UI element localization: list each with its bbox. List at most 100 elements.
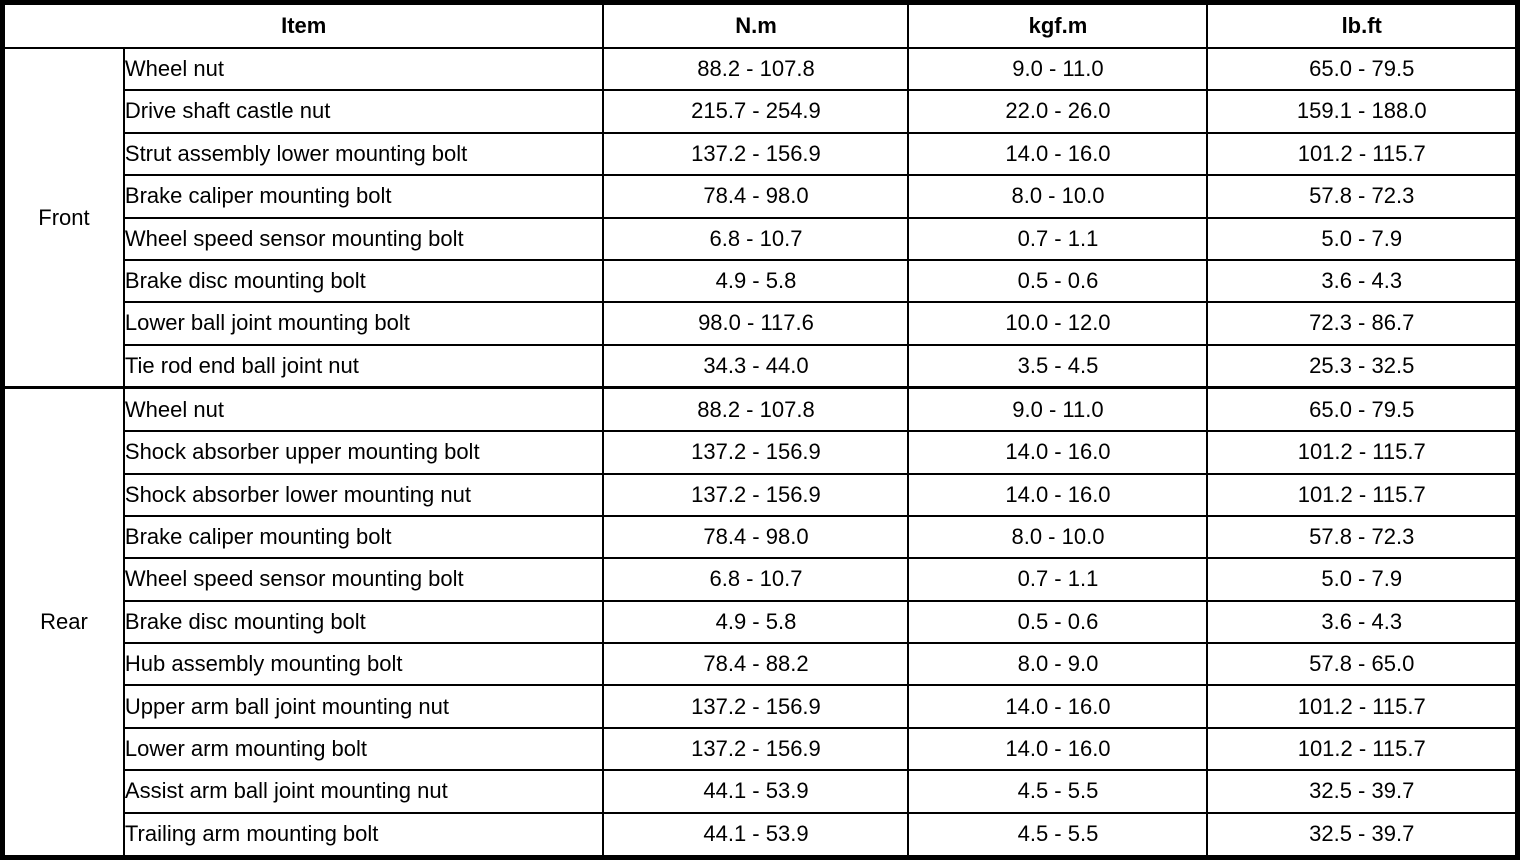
lbft-cell: 57.8 - 72.3 — [1206, 514, 1519, 560]
header-item: Item — [1, 1, 605, 49]
lbft-cell: 25.3 - 32.5 — [1206, 343, 1519, 389]
table-row: Shock absorber upper mounting bolt 137.2 … — [3, 430, 1519, 475]
nm-cell: 88.2 - 107.8 — [602, 386, 910, 433]
lbft-cell: 5.0 - 7.9 — [1206, 557, 1519, 602]
header-lbft: lb.ft — [1206, 1, 1519, 49]
kgfm-cell: 0.7 - 1.1 — [907, 557, 1209, 602]
header-row: Item N.m kgf.m lb.ft — [1, 1, 1519, 49]
lbft-cell: 32.5 - 39.7 — [1206, 769, 1519, 814]
nm-cell: 44.1 - 53.9 — [602, 769, 910, 814]
lbft-cell: 65.0 - 79.5 — [1206, 386, 1519, 433]
item-cell: Brake caliper mounting bolt — [122, 514, 605, 560]
kgfm-cell: 14.0 - 16.0 — [907, 684, 1209, 729]
nm-cell: 6.8 - 10.7 — [602, 216, 910, 261]
table-row: Drive shaft castle nut 215.7 - 254.9 22.0 … — [3, 89, 1519, 134]
nm-cell: 137.2 - 156.9 — [602, 684, 910, 729]
lbft-cell: 32.5 - 39.7 — [1206, 811, 1519, 859]
kgfm-cell: 3.5 - 4.5 — [907, 343, 1209, 389]
table-row: Shock absorber lower mounting nut 137.2 -… — [3, 472, 1519, 517]
table-row: Front Wheel nut 88.2 - 107.8 9.0 - 11.0 65.0… — [1, 46, 1519, 389]
table-row: Rear Wheel nut 88.2 - 107.8 9.0 - 11.0 65.0 … — [1, 386, 1519, 859]
item-cell: Lower arm mounting bolt — [122, 726, 605, 772]
kgfm-cell: 8.0 - 10.0 — [907, 174, 1209, 219]
nm-cell: 34.3 - 44.0 — [602, 343, 910, 389]
table-row: Brake caliper mounting bolt 78.4 - 98.0 8.… — [3, 514, 1519, 560]
table-row: Lower ball joint mounting bolt 98.0 - 117… — [3, 301, 1519, 346]
item-cell: Tie rod end ball joint nut — [122, 343, 605, 389]
table-row: Trailing arm mounting bolt 44.1 - 53.9 4.5… — [3, 811, 1519, 859]
item-cell: Assist arm ball joint mounting nut — [122, 769, 605, 814]
lbft-cell: 72.3 - 86.7 — [1206, 301, 1519, 346]
kgfm-cell: 4.5 - 5.5 — [907, 811, 1209, 859]
item-cell: Wheel speed sensor mounting bolt — [122, 557, 605, 602]
nm-cell: 215.7 - 254.9 — [602, 89, 910, 134]
lbft-cell: 57.8 - 72.3 — [1206, 174, 1519, 219]
item-cell: Trailing arm mounting bolt — [122, 811, 605, 859]
nm-cell: 137.2 - 156.9 — [602, 472, 910, 517]
nm-cell: 137.2 - 156.9 — [602, 131, 910, 177]
table-row: Strut assembly lower mounting bolt 137.2 … — [3, 131, 1519, 177]
nm-cell: 6.8 - 10.7 — [602, 557, 910, 602]
item-cell: Hub assembly mounting bolt — [122, 642, 605, 687]
lbft-cell: 101.2 - 115.7 — [1206, 430, 1519, 475]
lbft-cell: 5.0 - 7.9 — [1206, 216, 1519, 261]
group-cell: Rear — [1, 386, 125, 859]
header-kgfm: kgf.m — [907, 1, 1209, 49]
kgfm-cell: 0.5 - 0.6 — [907, 258, 1209, 304]
nm-cell: 78.4 - 98.0 — [602, 174, 910, 219]
table-row: Hub assembly mounting bolt 78.4 - 88.2 8.0… — [3, 642, 1519, 687]
table-row: Brake disc mounting bolt 4.9 - 5.8 0.5 - 0… — [3, 258, 1519, 304]
item-cell: Upper arm ball joint mounting nut — [122, 684, 605, 729]
lbft-cell: 101.2 - 115.7 — [1206, 131, 1519, 177]
kgfm-cell: 9.0 - 11.0 — [907, 46, 1209, 92]
item-cell: Brake disc mounting bolt — [122, 599, 605, 645]
kgfm-cell: 8.0 - 9.0 — [907, 642, 1209, 687]
kgfm-cell: 14.0 - 16.0 — [907, 131, 1209, 177]
item-cell: Strut assembly lower mounting bolt — [122, 131, 605, 177]
nm-cell: 4.9 - 5.8 — [602, 258, 910, 304]
item-cell: Brake caliper mounting bolt — [122, 174, 605, 219]
table-row: Assist arm ball joint mounting nut 44.1 -… — [3, 769, 1519, 814]
nm-cell: 4.9 - 5.8 — [602, 599, 910, 645]
nm-cell: 78.4 - 88.2 — [602, 642, 910, 687]
table-row: Brake disc mounting bolt 4.9 - 5.8 0.5 - 0… — [3, 599, 1519, 645]
lbft-cell: 101.2 - 115.7 — [1206, 684, 1519, 729]
group-cell: Front — [1, 47, 125, 389]
nm-cell: 137.2 - 156.9 — [602, 430, 910, 475]
item-cell: Wheel nut — [122, 46, 605, 92]
table-row: Lower arm mounting bolt 137.2 - 156.9 14.0… — [3, 726, 1519, 772]
kgfm-cell: 9.0 - 11.0 — [907, 386, 1209, 433]
item-cell: Wheel nut — [122, 386, 605, 433]
table-row: Tie rod end ball joint nut 34.3 - 44.0 3.5… — [3, 343, 1519, 389]
table-row: Wheel speed sensor mounting bolt 6.8 - 10… — [3, 216, 1519, 261]
kgfm-cell: 10.0 - 12.0 — [907, 301, 1209, 346]
kgfm-cell: 4.5 - 5.5 — [907, 769, 1209, 814]
table-row: Upper arm ball joint mounting nut 137.2 -… — [3, 684, 1519, 729]
item-cell: Drive shaft castle nut — [122, 89, 605, 134]
item-cell: Brake disc mounting bolt — [122, 258, 605, 304]
lbft-cell: 101.2 - 115.7 — [1206, 726, 1519, 772]
item-cell: Shock absorber upper mounting bolt — [122, 430, 605, 475]
lbft-cell: 101.2 - 115.7 — [1206, 472, 1519, 517]
header-nm: N.m — [602, 1, 910, 49]
lbft-cell: 3.6 - 4.3 — [1206, 599, 1519, 645]
kgfm-cell: 0.5 - 0.6 — [907, 599, 1209, 645]
item-cell: Shock absorber lower mounting nut — [122, 472, 605, 517]
kgfm-cell: 14.0 - 16.0 — [907, 430, 1209, 475]
kgfm-cell: 22.0 - 26.0 — [907, 89, 1209, 134]
kgfm-cell: 14.0 - 16.0 — [907, 472, 1209, 517]
lbft-cell: 57.8 - 65.0 — [1206, 642, 1519, 687]
kgfm-cell: 8.0 - 10.0 — [907, 514, 1209, 560]
table-row: Wheel speed sensor mounting bolt 6.8 - 10… — [3, 557, 1519, 602]
nm-cell: 78.4 - 98.0 — [602, 514, 910, 560]
item-cell: Wheel speed sensor mounting bolt — [122, 216, 605, 261]
lbft-cell: 65.0 - 79.5 — [1206, 46, 1519, 92]
nm-cell: 98.0 - 117.6 — [602, 301, 910, 346]
kgfm-cell: 14.0 - 16.0 — [907, 726, 1209, 772]
item-cell: Lower ball joint mounting bolt — [122, 301, 605, 346]
lbft-cell: 159.1 - 188.0 — [1206, 89, 1519, 134]
nm-cell: 137.2 - 156.9 — [602, 726, 910, 772]
nm-cell: 88.2 - 107.8 — [602, 46, 910, 92]
